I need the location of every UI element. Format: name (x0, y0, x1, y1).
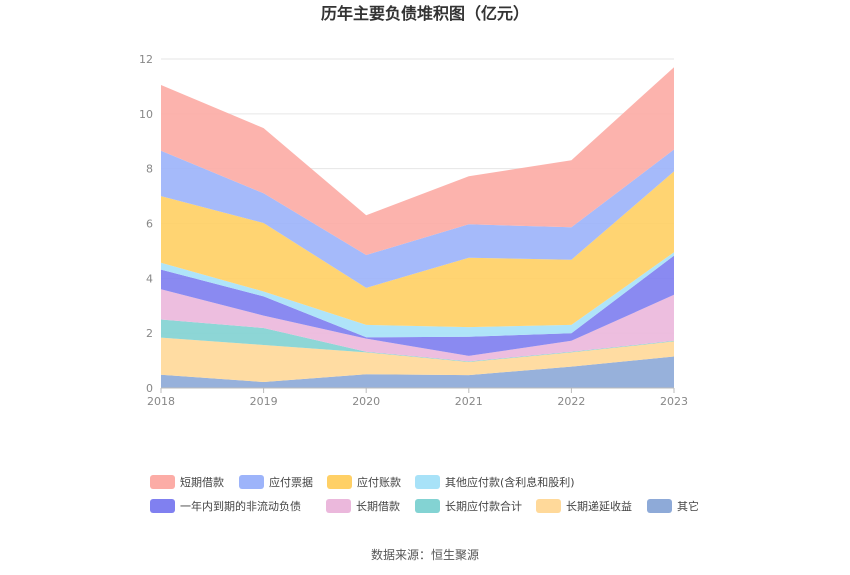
legend-swatch (150, 499, 175, 513)
legend-item[interactable]: 应付账款 (327, 475, 401, 489)
y-tick-label: 4 (146, 272, 153, 285)
legend-item[interactable]: 短期借款 (150, 475, 224, 489)
legend-swatch (239, 475, 264, 489)
y-tick-label: 10 (139, 108, 153, 121)
legend-swatch (415, 475, 440, 489)
x-tick-label: 2021 (455, 395, 483, 408)
legend-label: 其它 (677, 499, 699, 513)
area-series-8 (161, 67, 674, 255)
legend-label: 长期借款 (356, 499, 400, 513)
data-source: 数据来源：恒生聚源 (371, 547, 479, 562)
y-tick-label: 8 (146, 163, 153, 176)
legend-item[interactable]: 长期递延收益 (536, 499, 632, 513)
y-tick-label: 2 (146, 327, 153, 340)
legend: 短期借款 应付票据 应付账款 其他应付款(含利息和股利) 一年内到期的非流动负债 长期借款… (150, 475, 699, 513)
legend-label: 其他应付款(含利息和股利) (445, 475, 575, 489)
legend-label: 长期应付款合计 (445, 499, 522, 513)
legend-swatch (536, 499, 561, 513)
legend-item[interactable]: 其它 (647, 499, 699, 513)
legend-swatch (327, 475, 352, 489)
y-tick-label: 0 (146, 382, 153, 395)
chart-title: 历年主要负债堆积图（亿元） (321, 4, 529, 23)
axes: 0 2 4 6 8 10 12 2018 2019 2020 2021 2022 2023 (139, 53, 688, 408)
area-series (161, 67, 674, 388)
area-series-3 (161, 289, 674, 362)
area-series-6 (161, 171, 674, 328)
legend-swatch (326, 499, 351, 513)
legend-label: 短期借款 (180, 475, 224, 489)
legend-label: 应付账款 (357, 475, 401, 489)
legend-swatch (150, 475, 175, 489)
y-tick-label: 6 (146, 218, 153, 231)
x-tick-label: 2022 (557, 395, 585, 408)
legend-item[interactable]: 长期应付款合计 (415, 499, 522, 513)
legend-item[interactable]: 一年内到期的非流动负债 (150, 499, 301, 513)
area-series-5 (161, 252, 674, 338)
area-series-7 (161, 149, 674, 288)
legend-item[interactable]: 其他应付款(含利息和股利) (415, 475, 575, 489)
legend-swatch (415, 499, 440, 513)
area-series-1 (161, 337, 674, 382)
legend-item[interactable]: 应付票据 (239, 475, 313, 489)
legend-label: 一年内到期的非流动负债 (180, 499, 301, 513)
x-tick-label: 2019 (250, 395, 278, 408)
area-series-0 (161, 356, 674, 388)
legend-item[interactable]: 长期借款 (326, 499, 400, 513)
x-tick-label: 2023 (660, 395, 688, 408)
y-tick-label: 12 (139, 53, 153, 66)
legend-label: 应付票据 (269, 475, 313, 489)
x-tick-label: 2020 (352, 395, 380, 408)
area-series-4 (161, 255, 674, 356)
legend-swatch (647, 499, 672, 513)
x-tick-label: 2018 (147, 395, 175, 408)
legend-label: 长期递延收益 (566, 499, 632, 513)
